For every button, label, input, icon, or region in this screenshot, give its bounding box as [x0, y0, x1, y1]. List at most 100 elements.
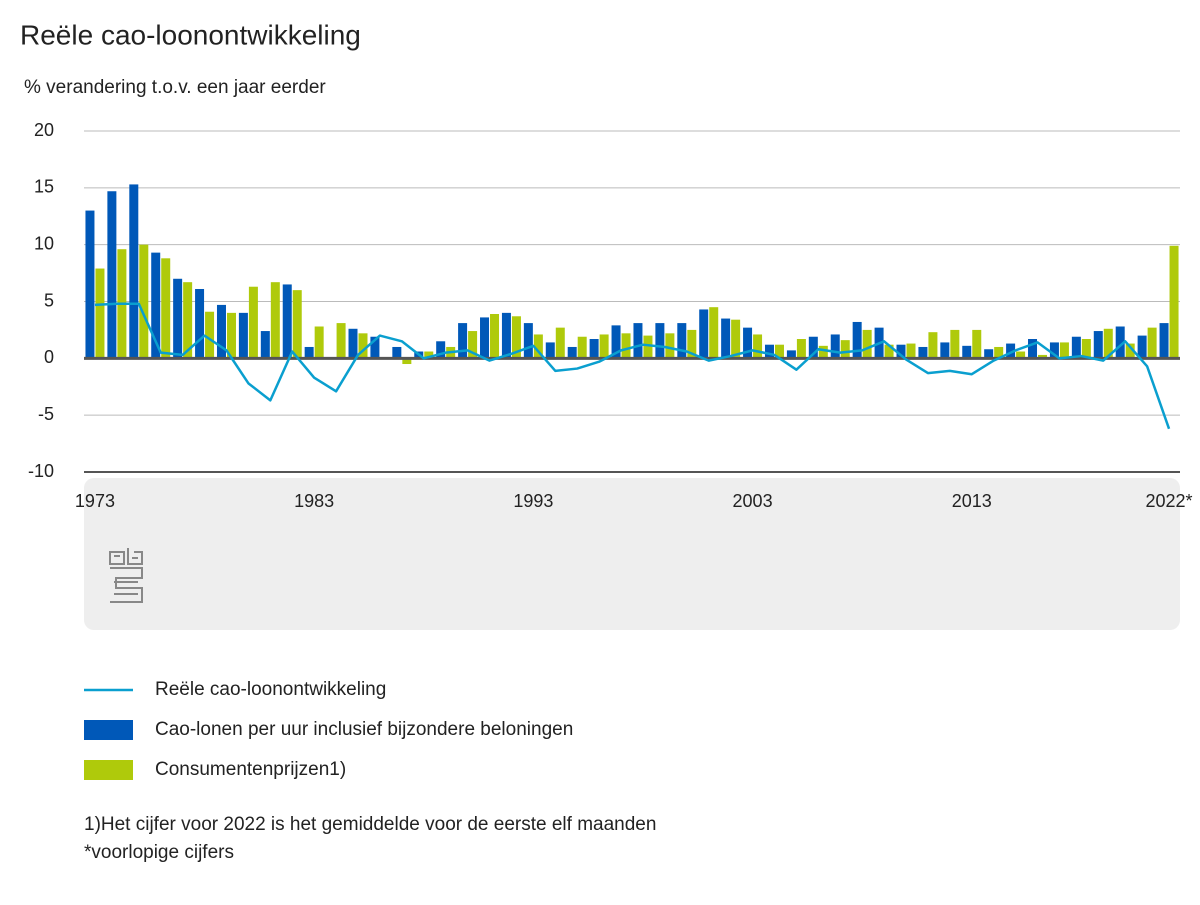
- footnote: *voorlopige cijfers: [84, 842, 234, 863]
- bar: [786, 350, 796, 359]
- bar: [643, 335, 653, 359]
- bar: [107, 191, 117, 359]
- bar: [1071, 336, 1081, 359]
- legend-label: Consumentenprijzen1): [155, 759, 346, 780]
- bar: [818, 345, 828, 359]
- legend-swatch: [84, 760, 133, 780]
- footer-panel: [84, 478, 1180, 630]
- bar: [896, 344, 906, 359]
- bar: [1028, 339, 1038, 359]
- y-tick-label: 15: [34, 177, 54, 197]
- bar: [830, 334, 840, 359]
- bar: [248, 286, 258, 359]
- bar: [161, 258, 171, 359]
- bar: [436, 341, 446, 359]
- bar: [611, 325, 621, 359]
- bar: [918, 346, 928, 359]
- bar: [555, 327, 565, 359]
- bar: [589, 339, 599, 359]
- bar: [270, 282, 280, 359]
- bar: [1038, 354, 1048, 359]
- bar: [424, 351, 434, 359]
- bar: [862, 329, 872, 359]
- bar: [940, 342, 950, 359]
- bar: [1006, 343, 1016, 359]
- bar: [1081, 339, 1091, 359]
- x-tick-label: 1973: [75, 491, 115, 511]
- bar: [85, 210, 95, 359]
- bar: [721, 318, 731, 359]
- bar: [1059, 342, 1069, 359]
- bar: [139, 244, 149, 359]
- bar: [304, 346, 314, 359]
- bar: [151, 252, 161, 359]
- footnote: 1)Het cijfer voor 2022 is het gemiddelde…: [84, 814, 656, 835]
- bar: [743, 327, 753, 359]
- y-tick-label: -5: [38, 404, 54, 424]
- bar: [260, 331, 270, 359]
- bar: [796, 339, 806, 359]
- bar: [358, 333, 368, 359]
- bar: [314, 326, 324, 359]
- bar: [753, 334, 763, 359]
- bar: [928, 332, 938, 359]
- bar: [336, 323, 346, 359]
- bar: [238, 312, 248, 359]
- bar: [348, 328, 358, 359]
- bar: [216, 304, 226, 359]
- bar: [709, 307, 719, 359]
- bar: [545, 342, 555, 359]
- bar: [1103, 328, 1113, 359]
- bar: [173, 278, 183, 359]
- bar: [731, 319, 741, 359]
- chart-title: Reële cao-loonontwikkeling: [20, 19, 361, 50]
- bar: [665, 333, 675, 359]
- bar: [195, 288, 205, 359]
- line: [94, 302, 1171, 430]
- bar: [962, 345, 972, 359]
- legend-label: Reële cao-loonontwikkeling: [155, 679, 386, 700]
- bar: [884, 344, 894, 359]
- bar: [1115, 326, 1125, 359]
- x-tick-label: 1993: [513, 491, 553, 511]
- bar: [599, 334, 609, 359]
- bar: [764, 344, 774, 359]
- bar: [577, 336, 587, 359]
- bar: [458, 323, 468, 359]
- legend-label: Cao-lonen per uur inclusief bijzondere b…: [155, 719, 573, 740]
- bar: [1137, 335, 1147, 359]
- bar: [840, 340, 850, 359]
- bar: [774, 344, 784, 359]
- bar: [655, 323, 665, 359]
- x-tick-label: 2022*: [1146, 491, 1193, 511]
- bar: [687, 329, 697, 359]
- bar: [490, 314, 500, 359]
- x-tick-label: 1983: [294, 491, 334, 511]
- bar: [523, 323, 533, 359]
- cbs-logo: [109, 548, 143, 603]
- bar: [677, 323, 687, 359]
- bar: [699, 309, 709, 359]
- y-tick-label: 20: [34, 120, 54, 140]
- bar: [1159, 323, 1169, 359]
- legend-swatch: [84, 720, 133, 740]
- bar: [633, 323, 643, 359]
- bar: [533, 334, 543, 359]
- x-tick-label: 2003: [733, 491, 773, 511]
- bar: [567, 346, 577, 359]
- bar: [480, 317, 490, 359]
- bar: [402, 358, 412, 365]
- bar: [1147, 327, 1157, 359]
- bar: [852, 321, 862, 359]
- bar: [1016, 351, 1026, 359]
- bar: [906, 343, 916, 359]
- bar: [468, 331, 478, 359]
- bar: [511, 316, 521, 359]
- bar: [984, 349, 994, 359]
- bar: [1093, 331, 1103, 359]
- bar: [205, 311, 215, 359]
- bar: [292, 290, 302, 359]
- chart-subtitle: % verandering t.o.v. een jaar eerder: [24, 77, 326, 98]
- bar: [621, 333, 631, 359]
